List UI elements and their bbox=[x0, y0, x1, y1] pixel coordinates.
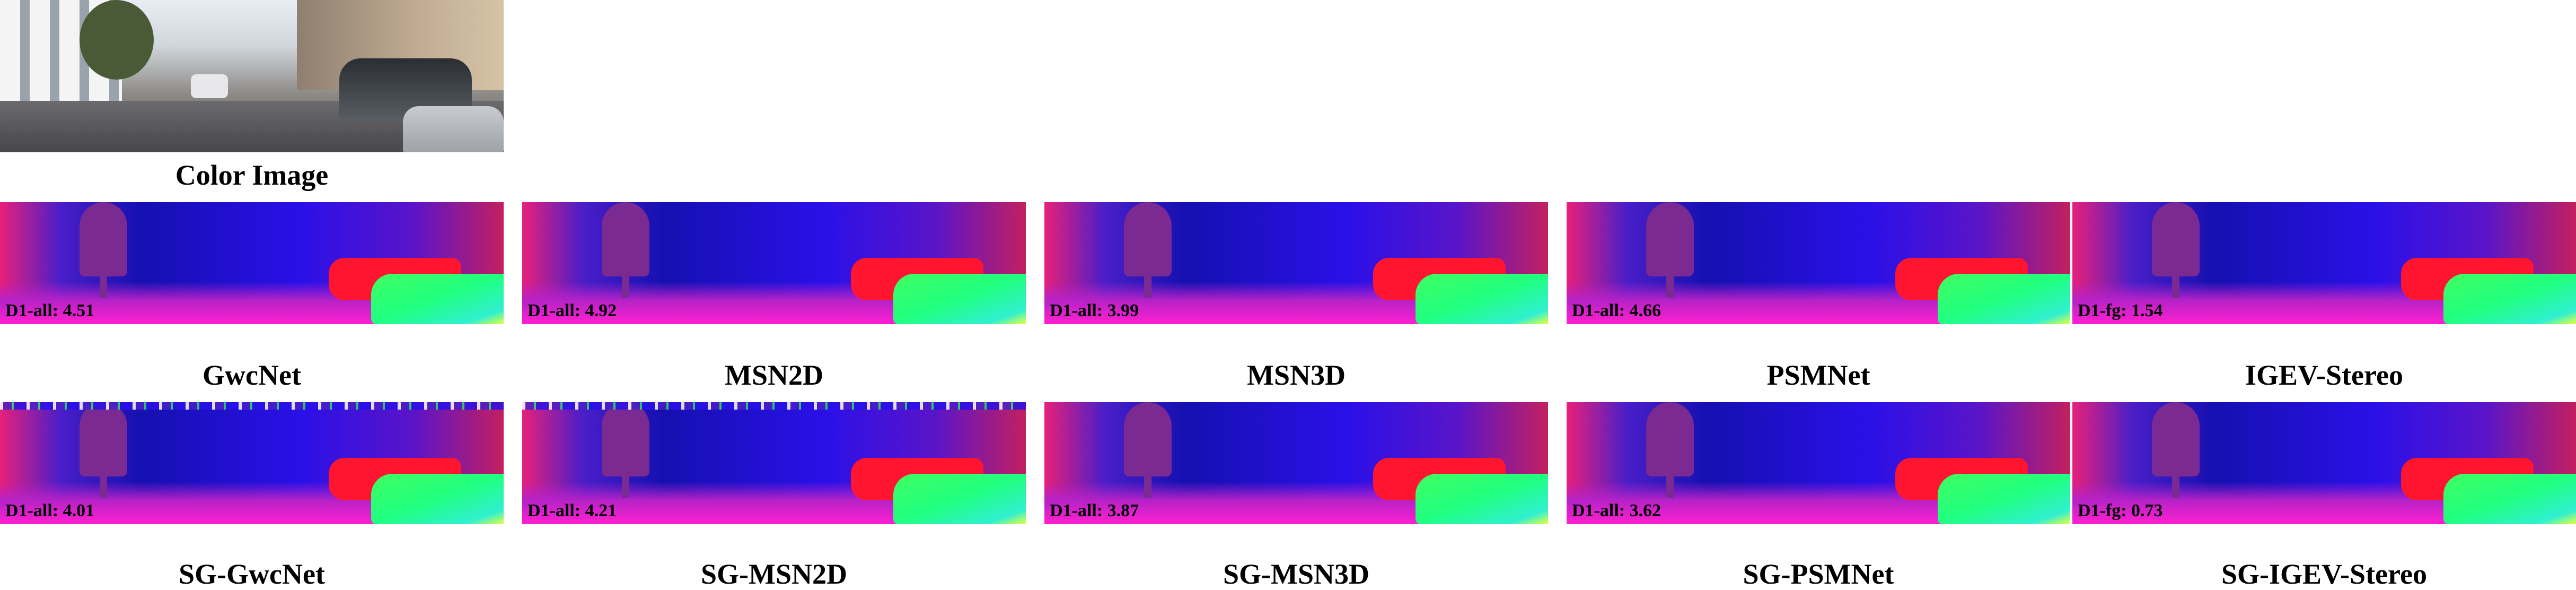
photo-tree bbox=[80, 0, 154, 80]
metric-label: D1-all: 4.66 bbox=[1572, 301, 1661, 320]
disparity-map-msn3d: D1-all: 3.99 bbox=[1044, 202, 1548, 324]
method-caption: MSN3D bbox=[1247, 359, 1346, 391]
method-caption: SG-PSMNet bbox=[1743, 558, 1894, 590]
disparity-map-sg-psmnet: D1-all: 3.62 bbox=[1567, 402, 2070, 524]
metric-label: D1-all: 3.99 bbox=[1050, 301, 1139, 320]
disparity-map-sg-msn2d: D1-all: 4.21 bbox=[522, 402, 1026, 524]
method-caption: MSN2D bbox=[725, 359, 823, 391]
method-caption: IGEV-Stereo bbox=[2245, 359, 2403, 391]
metric-label: D1-all: 4.92 bbox=[527, 301, 617, 320]
metric-label: D1-fg: 0.73 bbox=[2078, 501, 2163, 520]
metric-label: D1-all: 4.01 bbox=[5, 501, 95, 520]
method-caption: PSMNet bbox=[1766, 359, 1870, 391]
metric-label: D1-all: 3.62 bbox=[1572, 501, 1661, 520]
method-caption: SG-IGEV-Stereo bbox=[2221, 558, 2427, 590]
disparity-map-sg-msn3d: D1-all: 3.87 bbox=[1044, 402, 1548, 524]
color-image-caption: Color Image bbox=[175, 159, 329, 191]
disparity-map-igev-stereo: D1-fg: 1.54 bbox=[2072, 202, 2576, 324]
photo-car-silver bbox=[403, 106, 504, 152]
method-caption: SG-MSN2D bbox=[700, 558, 847, 590]
color-image bbox=[0, 0, 504, 152]
photo-car-far bbox=[191, 74, 228, 98]
metric-label: D1-fg: 1.54 bbox=[2078, 301, 2163, 320]
metric-label: D1-all: 4.21 bbox=[527, 501, 617, 520]
metric-label: D1-all: 4.51 bbox=[5, 301, 95, 320]
method-caption: SG-MSN3D bbox=[1223, 558, 1369, 590]
disparity-map-psmnet: D1-all: 4.66 bbox=[1567, 202, 2070, 324]
method-caption: GwcNet bbox=[203, 359, 301, 391]
disparity-map-sg-gwcnet: D1-all: 4.01 bbox=[0, 402, 504, 524]
disparity-map-gwcnet: D1-all: 4.51 bbox=[0, 202, 504, 324]
metric-label: D1-all: 3.87 bbox=[1050, 501, 1139, 520]
disparity-map-sg-igev-stereo: D1-fg: 0.73 bbox=[2072, 402, 2576, 524]
method-caption: SG-GwcNet bbox=[179, 558, 325, 590]
disparity-map-msn2d: D1-all: 4.92 bbox=[522, 202, 1026, 324]
